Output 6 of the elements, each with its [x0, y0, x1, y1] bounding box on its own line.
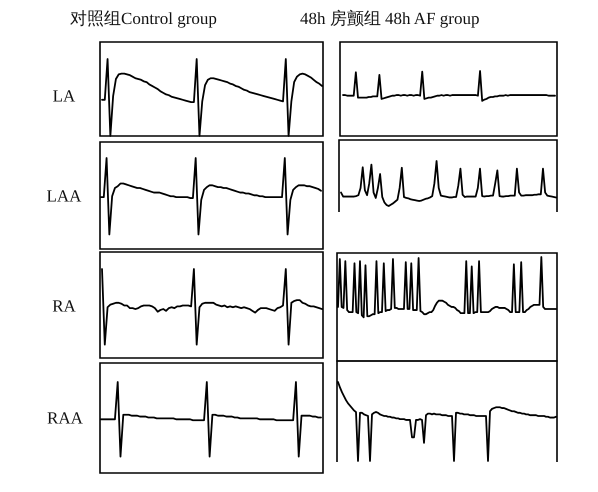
ylabel: RA [52, 296, 76, 316]
ylabel: RAA [47, 408, 83, 428]
ylabel: LAA [46, 186, 82, 206]
title: 48h 房颤组 48h AF group [300, 9, 480, 28]
ylabel: LA [52, 86, 76, 106]
title: 对照组Control group [70, 9, 217, 28]
